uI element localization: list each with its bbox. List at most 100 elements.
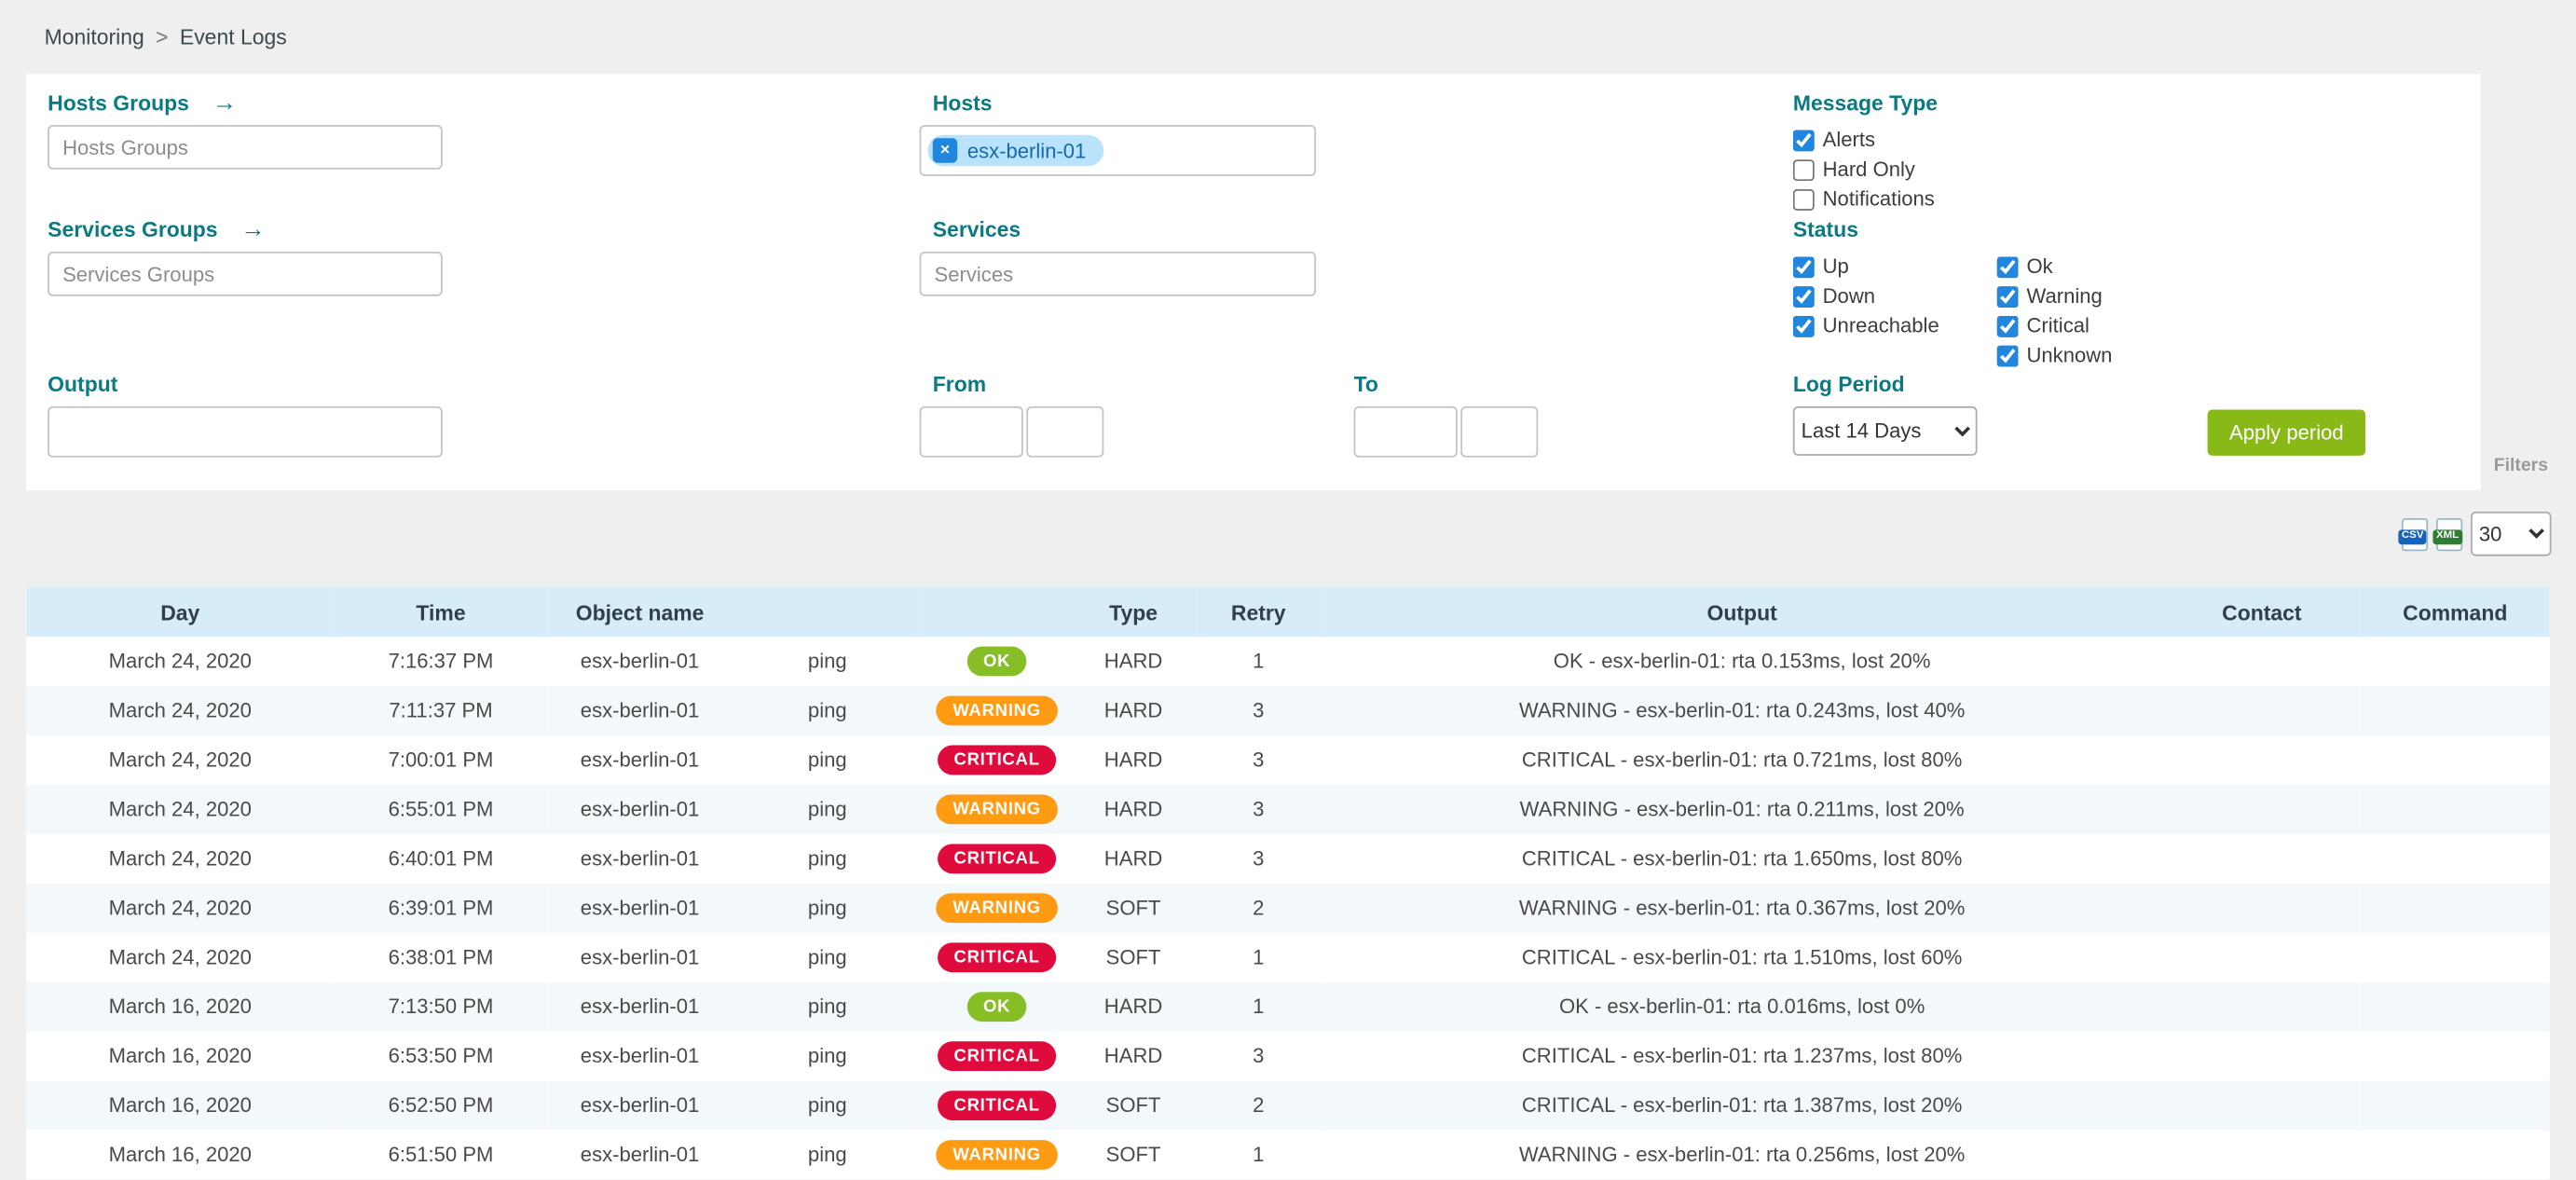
up-checkbox[interactable] <box>1792 255 1815 278</box>
checkbox-hard-only[interactable]: Hard Only <box>1792 155 1938 185</box>
unreachable-checkbox[interactable] <box>1792 314 1815 336</box>
checkbox-down[interactable]: Down <box>1792 281 1997 311</box>
header-retry[interactable]: Retry <box>1196 587 1322 638</box>
header-contact[interactable]: Contact <box>2162 587 2361 638</box>
cell-object-name[interactable]: esx-berlin-01 <box>580 1143 700 1167</box>
checkbox-warning[interactable]: Warning <box>1996 281 2201 311</box>
log-period-select[interactable]: Last 14 Days <box>1792 405 1978 456</box>
checkbox-notifications[interactable]: Notifications <box>1792 185 1938 214</box>
csv-export-icon[interactable]: CSV <box>2398 517 2429 551</box>
cell-contact <box>2163 982 2361 1032</box>
cell-object-name[interactable]: esx-berlin-01 <box>580 846 700 871</box>
table-row: March 24, 2020 7:00:01 PM esx-berlin-01 … <box>26 734 2550 785</box>
to-time-input[interactable] <box>1460 405 1539 458</box>
table-row: March 24, 2020 6:38:01 PM esx-berlin-01 … <box>26 932 2550 982</box>
cell-object-name[interactable]: esx-berlin-01 <box>580 798 700 821</box>
cell-contact <box>2163 834 2361 884</box>
cell-object-name[interactable]: esx-berlin-01 <box>580 995 700 1019</box>
cell-time: 7:16:37 PM <box>388 650 494 673</box>
services-groups-input[interactable] <box>48 252 443 296</box>
status-badge: WARNING <box>936 892 1058 924</box>
cell-retry: 3 <box>1253 798 1265 821</box>
checkbox-up[interactable]: Up <box>1792 252 1997 281</box>
header-output[interactable]: Output <box>1321 587 2163 638</box>
cell-object-name[interactable]: esx-berlin-01 <box>580 650 700 673</box>
cell-service[interactable]: ping <box>807 1093 847 1118</box>
header-time[interactable]: Time <box>334 587 548 638</box>
header-object-name[interactable]: Object name <box>547 587 733 638</box>
cell-retry: 2 <box>1253 896 1265 920</box>
warning-checkbox[interactable] <box>1996 285 2019 308</box>
unknown-checkbox[interactable] <box>1996 344 2019 366</box>
event-table-body: March 24, 2020 7:16:37 PM esx-berlin-01 … <box>26 637 2550 1180</box>
cell-object-name[interactable]: esx-berlin-01 <box>580 699 700 722</box>
header-day[interactable]: Day <box>26 587 335 638</box>
checkbox-alerts[interactable]: Alerts <box>1792 125 1938 155</box>
cell-output: CRITICAL - esx-berlin-01: rta 0.721ms, l… <box>1521 748 1963 772</box>
checkbox-label: Up <box>1822 254 1849 279</box>
cell-status: CRITICAL <box>923 735 1071 785</box>
services-input[interactable] <box>919 252 1316 296</box>
status-col-2: Ok Warning Critical Unknown <box>1996 252 2201 370</box>
header-service <box>732 587 924 638</box>
hosts-groups-input[interactable] <box>48 125 443 170</box>
checkbox-unknown[interactable]: Unknown <box>1996 340 2201 370</box>
cell-service[interactable]: ping <box>807 1143 847 1167</box>
cell-service[interactable]: ping <box>807 798 847 821</box>
remove-host-icon[interactable]: × <box>932 138 958 163</box>
hard-only-checkbox[interactable] <box>1792 158 1815 181</box>
hosts-groups-arrow-icon[interactable]: → <box>212 89 238 117</box>
down-checkbox[interactable] <box>1792 285 1815 308</box>
services-groups-arrow-icon[interactable]: → <box>240 215 266 244</box>
cell-service[interactable]: ping <box>807 995 847 1019</box>
cell-type: SOFT <box>1105 1143 1161 1167</box>
cell-object-name[interactable]: esx-berlin-01 <box>580 748 700 772</box>
cell-service[interactable]: ping <box>807 650 847 673</box>
header-command[interactable]: Command <box>2360 587 2550 638</box>
breadcrumb-monitoring[interactable]: Monitoring <box>44 24 144 49</box>
cell-service[interactable]: ping <box>807 945 847 969</box>
cell-type: HARD <box>1103 748 1163 772</box>
cell-service[interactable]: ping <box>807 896 847 920</box>
hosts-groups-label: Hosts Groups <box>48 90 189 116</box>
critical-checkbox[interactable] <box>1996 314 2019 336</box>
checkbox-unreachable[interactable]: Unreachable <box>1792 311 1997 341</box>
cell-service[interactable]: ping <box>807 748 847 772</box>
cell-command <box>2361 1131 2550 1180</box>
hosts-input[interactable]: × esx-berlin-01 <box>919 125 1316 176</box>
page-size-select[interactable]: 30 <box>2471 511 2552 556</box>
cell-retry: 1 <box>1253 1143 1265 1167</box>
apply-period-button[interactable]: Apply period <box>2207 409 2366 456</box>
checkbox-label: Ok <box>2026 254 2053 279</box>
filters-toggle[interactable]: Filters <box>2493 455 2549 476</box>
status-badge: WARNING <box>936 793 1058 825</box>
from-date-input[interactable] <box>919 405 1023 458</box>
cell-object-name[interactable]: esx-berlin-01 <box>580 1044 700 1068</box>
cell-service[interactable]: ping <box>807 846 847 871</box>
xml-export-icon[interactable]: XML <box>2432 517 2463 551</box>
cell-service[interactable]: ping <box>807 1044 847 1068</box>
ok-checkbox[interactable] <box>1996 255 2019 278</box>
checkbox-ok[interactable]: Ok <box>1996 252 2201 281</box>
log-period-label: Log Period <box>1792 371 1905 397</box>
to-date-input[interactable] <box>1353 405 1458 458</box>
cell-retry: 1 <box>1253 995 1265 1019</box>
notifications-checkbox[interactable] <box>1792 188 1815 211</box>
cell-command <box>2361 1032 2550 1081</box>
checkbox-label: Warning <box>2026 284 2103 309</box>
cell-retry: 3 <box>1253 846 1265 871</box>
cell-time: 7:00:01 PM <box>388 748 494 772</box>
cell-service[interactable]: ping <box>807 699 847 722</box>
cell-object-name[interactable]: esx-berlin-01 <box>580 896 700 920</box>
cell-contact <box>2163 933 2361 982</box>
cell-object-name[interactable]: esx-berlin-01 <box>580 1093 700 1118</box>
cell-type: SOFT <box>1105 896 1161 920</box>
cell-contact <box>2163 1081 2361 1131</box>
output-filter-input[interactable] <box>48 405 443 458</box>
checkbox-critical[interactable]: Critical <box>1996 311 2201 341</box>
cell-object-name[interactable]: esx-berlin-01 <box>580 945 700 969</box>
alerts-checkbox[interactable] <box>1792 129 1815 151</box>
header-type[interactable]: Type <box>1071 587 1197 638</box>
table-header-row: Day Time Object name Type Retry Output C… <box>26 587 2550 638</box>
from-time-input[interactable] <box>1026 405 1104 458</box>
